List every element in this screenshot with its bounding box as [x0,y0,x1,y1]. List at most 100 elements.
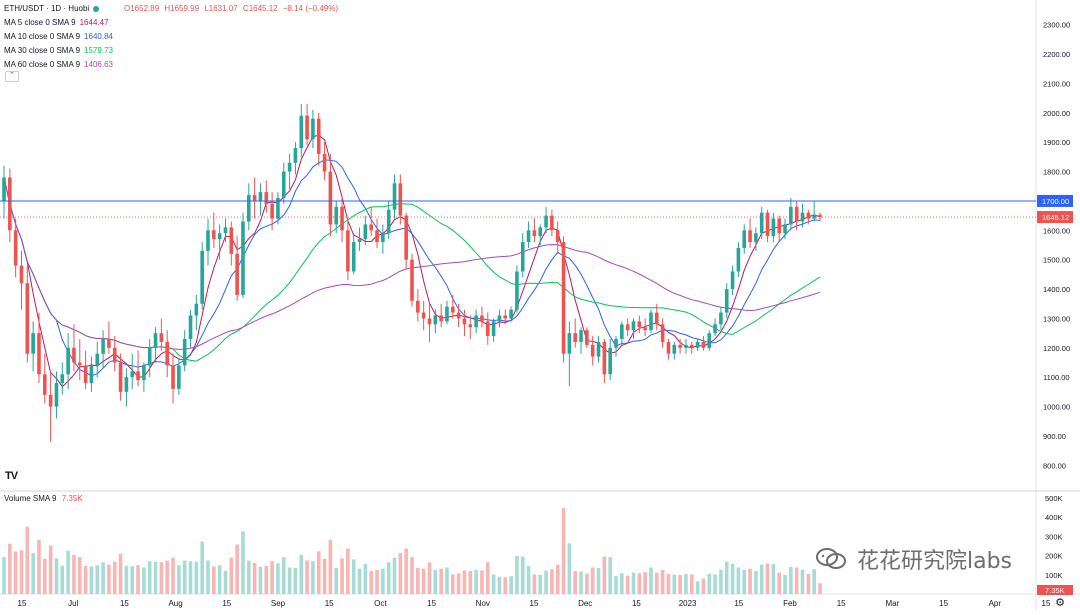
volume-bar [340,558,344,594]
candle [136,350,140,386]
candle [54,371,59,419]
legend-ma30[interactable]: MA 30 close 0 SMA 9 1579.73 [4,44,113,58]
candle-body [427,318,432,325]
candle-body [31,333,35,354]
volume-bar [212,566,216,594]
candle-body [2,177,6,201]
candle [631,318,636,339]
candle-body [101,339,105,354]
time-tick-label: 15 [939,599,948,608]
time-tick-label: 15 [734,599,743,608]
volume-bar [439,568,443,594]
candle-body [136,371,140,381]
candle [72,324,76,372]
time-axis: 15 Jul 15 Aug 15 Sep 15 Oct 15 Nov 15 Dec 15 2023 15 Fe… [18,599,1051,608]
candle [794,200,799,231]
candle [462,309,467,337]
volume-bar [136,565,140,594]
candle [351,233,356,275]
candle [689,341,694,354]
volume-bar [748,568,752,594]
volume-bar [456,573,461,594]
candle-body [351,242,356,272]
time-tick-label: Oct [374,599,387,608]
candle [684,339,688,354]
price-tick-label: 1300.00 [1043,314,1070,323]
ma-line-10 [3,159,821,377]
candle [456,303,461,328]
volume-bar [713,574,717,594]
legend-ma5[interactable]: MA 5 close 0 SMA 9 1644.47 [4,16,113,30]
volume-bar [264,565,269,594]
candle [13,218,18,278]
candle [439,303,443,328]
candle [765,209,770,243]
gear-icon[interactable]: ⚙ [1055,597,1065,609]
candle-body [60,374,65,384]
candle [299,104,304,157]
candle [748,218,752,248]
candle-body [212,230,216,240]
candle-body [188,315,193,339]
market-status-dot [93,6,100,12]
volume-legend[interactable]: Volume SMA 9 7.35K [4,494,83,503]
time-tick-label: Aug [168,599,182,608]
candle-body [707,333,712,348]
symbol-row[interactable]: ETH/USDT · 1D · Huobi [4,2,113,16]
legend-ma5-value: 1644.47 [79,18,109,27]
volume-tick-label: 500K [1045,494,1063,503]
symbol-title[interactable]: ETH/USDT · 1D · Huobi [4,4,90,13]
legend-ma10[interactable]: MA 10 close 0 SMA 9 1640.84 [4,30,113,44]
candle-body [264,192,269,204]
volume-bar [503,577,508,594]
volume-bar [206,560,210,594]
volume-bar [95,565,100,594]
volume-bar [153,561,158,594]
candle-body [561,242,566,354]
candle-body [579,330,583,342]
volume-bar [43,558,47,594]
candle [31,321,35,372]
candle [515,265,519,313]
legend-ma30-label: MA 30 close 0 SMA 9 [4,46,81,55]
time-tick-label: Jul [68,599,78,608]
candle-body [701,341,706,348]
legend-ma60[interactable]: MA 60 close 0 SMA 9 1406.63 [4,58,113,72]
volume-bar [765,563,770,594]
candle-body [800,212,805,222]
candle [101,330,105,369]
candle [43,353,47,404]
volume-bar [369,570,373,594]
candle-body [229,227,234,254]
volume-bar [118,553,123,594]
candle-body [515,271,519,310]
candle-body [491,321,496,337]
volume-bar [468,570,473,594]
candle-body [404,215,408,260]
legend-ma60-label: MA 60 close 0 SMA 9 [4,60,81,69]
collapse-legend-button[interactable]: ⌃ [5,71,19,82]
price-tick-label: 1400.00 [1043,285,1070,294]
candle-body [480,315,484,322]
volume-bar [124,565,129,594]
volume-bar [77,557,82,594]
candle-body [19,265,24,284]
candle-body [631,321,636,331]
price-tick-label: 2100.00 [1043,79,1070,88]
legend-ma10-label: MA 10 close 0 SMA 9 [4,32,81,41]
tradingview-logo-icon[interactable]: TV [5,470,18,482]
candle [730,265,735,295]
volume-bar [177,565,181,594]
candle-body [200,250,204,304]
time-tick-label: Dec [578,599,592,608]
candle-body [765,212,770,237]
time-tick-label: 15 [1042,599,1051,608]
candle [142,362,146,392]
candle [118,353,123,401]
candle [736,242,741,278]
candle [95,341,100,378]
candle-body [340,206,344,231]
candle-body [159,333,164,342]
